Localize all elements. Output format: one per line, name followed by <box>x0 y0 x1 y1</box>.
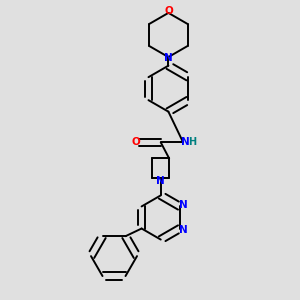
Text: N: N <box>156 176 165 186</box>
Text: N: N <box>178 200 187 210</box>
Text: N: N <box>178 225 187 235</box>
Text: O: O <box>164 6 173 16</box>
Text: N: N <box>181 137 190 147</box>
Text: O: O <box>131 137 140 147</box>
Text: N: N <box>164 53 173 63</box>
Text: H: H <box>188 137 196 147</box>
